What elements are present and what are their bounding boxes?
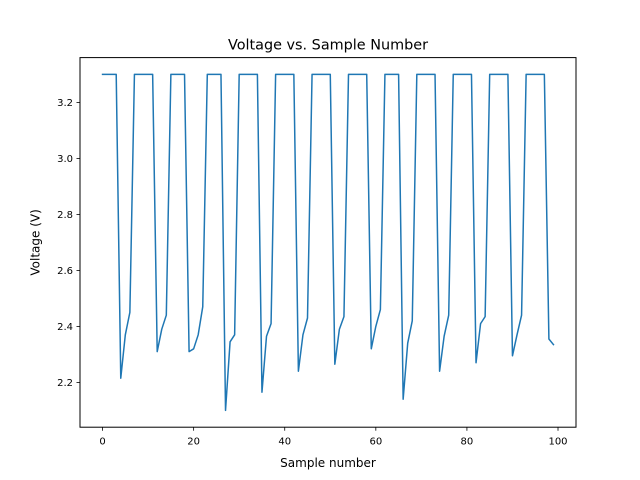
x-tick-label: 80 — [461, 437, 474, 448]
y-tick-label: 2.8 — [57, 210, 73, 221]
x-tick-label: 0 — [99, 437, 105, 448]
plot-layer — [101, 73, 555, 412]
y-tick-label: 3.2 — [57, 98, 73, 109]
y-tick-label: 2.6 — [57, 266, 73, 277]
chart-title: Voltage vs. Sample Number — [228, 38, 428, 54]
x-axis-label: Sample number — [280, 456, 376, 470]
x-tick-label: 40 — [278, 437, 291, 448]
y-axis-label: Voltage (V) — [29, 209, 43, 275]
x-tick-label: 100 — [548, 437, 567, 448]
x-tick-label: 20 — [187, 437, 200, 448]
y-tick-label: 2.4 — [57, 322, 73, 333]
x-axis: 0 20 40 60 80 100 — [99, 427, 568, 448]
plot-frame — [79, 57, 577, 428]
series-line-0 — [101, 73, 555, 412]
x-tick-label: 60 — [369, 437, 382, 448]
y-axis: 2.2 2.4 2.6 2.8 3.0 3.2 — [57, 98, 80, 389]
y-tick-label: 3.0 — [57, 154, 73, 165]
y-tick-label: 2.2 — [57, 378, 73, 389]
